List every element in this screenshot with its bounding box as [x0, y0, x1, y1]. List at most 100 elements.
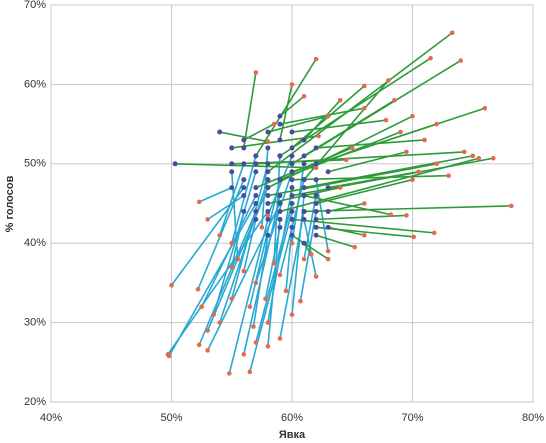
segment: [207, 194, 245, 221]
end-point: [247, 369, 253, 375]
start-point: [265, 177, 271, 183]
segment: [175, 163, 317, 169]
end-point: [362, 232, 367, 238]
segment: [267, 155, 293, 216]
end-point: [398, 129, 403, 135]
start-point: [325, 185, 331, 191]
start-point: [265, 169, 271, 175]
start-point: [313, 201, 319, 206]
end-point: [392, 97, 397, 103]
segment: [291, 163, 305, 244]
start-point: [277, 193, 283, 199]
end-point: [449, 30, 455, 36]
start-point: [277, 137, 283, 143]
end-point: [217, 320, 222, 325]
segment: [291, 119, 387, 133]
end-point: [217, 232, 222, 238]
segment: [249, 179, 281, 307]
end-point: [509, 203, 514, 209]
segment: [327, 226, 365, 237]
x-tick-label: 40%: [40, 412, 62, 424]
start-point: [253, 161, 259, 167]
segment: [249, 211, 293, 373]
end-point: [422, 137, 427, 143]
end-point: [196, 199, 202, 205]
segment: [279, 95, 305, 117]
segment: [230, 211, 245, 268]
end-point: [301, 256, 307, 262]
start-point: [313, 145, 319, 151]
segment: [279, 131, 401, 181]
start-point: [301, 137, 307, 143]
end-point: [337, 97, 343, 103]
segment: [315, 179, 329, 252]
start-point: [325, 169, 331, 175]
start-point: [277, 216, 283, 222]
end-point: [410, 113, 415, 119]
end-point: [205, 328, 210, 333]
end-point: [241, 268, 247, 274]
start-point: [289, 169, 295, 175]
segment: [243, 72, 257, 149]
end-point: [446, 173, 451, 179]
end-point: [337, 185, 343, 190]
end-point: [349, 145, 355, 151]
start-point: [265, 193, 271, 199]
x-axis-label: Явка: [279, 429, 306, 441]
y-tick-label: 70%: [24, 0, 46, 11]
start-point: [265, 208, 271, 214]
segment: [218, 163, 245, 236]
start-point: [277, 121, 283, 127]
start-point: [265, 216, 271, 222]
segment: [212, 171, 257, 315]
segment: [303, 195, 317, 260]
start-point: [229, 185, 235, 191]
end-point: [265, 344, 271, 349]
end-point: [325, 256, 331, 262]
segment: [252, 235, 269, 327]
end-point: [313, 274, 319, 279]
end-point: [289, 240, 295, 246]
start-point: [241, 193, 247, 199]
start-point: [301, 177, 307, 183]
start-point: [289, 208, 295, 214]
segment: [315, 178, 413, 205]
x-tick-label: 50%: [160, 412, 182, 424]
segment: [267, 115, 329, 133]
x-tick-label: 60%: [281, 412, 303, 424]
end-point: [298, 298, 303, 304]
end-point: [271, 121, 277, 127]
segment: [198, 211, 257, 346]
end-point: [352, 244, 357, 250]
start-point: [313, 224, 319, 230]
end-point: [253, 280, 259, 286]
start-point: [277, 224, 283, 230]
start-point: [229, 161, 235, 167]
start-point: [325, 208, 331, 214]
end-point: [316, 133, 321, 139]
end-point: [313, 56, 319, 62]
y-tick-label: 20%: [24, 396, 46, 408]
end-point: [410, 177, 415, 182]
start-point: [289, 185, 295, 191]
end-point: [434, 161, 439, 167]
end-point: [386, 78, 391, 83]
start-point: [172, 161, 178, 167]
start-point: [325, 224, 331, 230]
end-point: [199, 304, 204, 310]
start-point: [253, 208, 259, 214]
end-point: [277, 336, 283, 341]
y-tick-label: 60%: [24, 78, 46, 90]
start-point: [277, 177, 283, 183]
end-point: [313, 165, 319, 171]
end-point: [251, 324, 256, 329]
start-point: [229, 145, 235, 151]
start-point: [301, 185, 307, 191]
start-point: [265, 232, 271, 238]
start-point: [313, 193, 319, 199]
end-point: [205, 217, 210, 222]
end-point: [308, 252, 314, 257]
start-point: [229, 169, 235, 175]
end-point: [289, 82, 295, 87]
